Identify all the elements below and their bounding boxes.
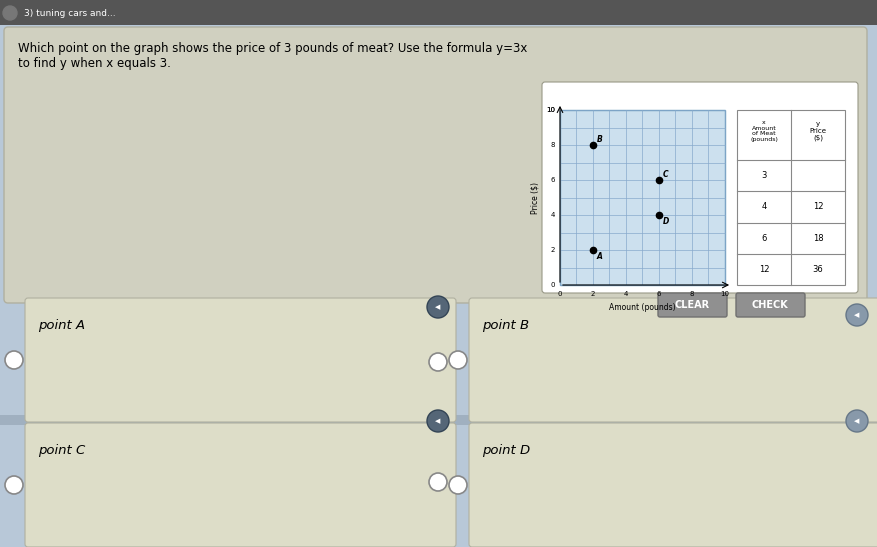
Circle shape bbox=[845, 410, 867, 432]
Bar bbox=[0, 415, 877, 425]
Text: 0: 0 bbox=[550, 282, 554, 288]
Text: 4: 4 bbox=[760, 202, 766, 211]
Text: 3) tuning cars and...: 3) tuning cars and... bbox=[24, 9, 116, 18]
Circle shape bbox=[448, 476, 467, 494]
Circle shape bbox=[5, 476, 23, 494]
Circle shape bbox=[3, 6, 17, 20]
Circle shape bbox=[5, 351, 23, 369]
Text: ◀: ◀ bbox=[853, 418, 859, 424]
Text: 0: 0 bbox=[557, 291, 561, 297]
Text: 6: 6 bbox=[550, 177, 554, 183]
Text: 12: 12 bbox=[812, 202, 823, 211]
Text: CLEAR: CLEAR bbox=[674, 300, 709, 310]
Circle shape bbox=[426, 410, 448, 432]
Text: 10: 10 bbox=[720, 291, 729, 297]
Text: y
Price
($): y Price ($) bbox=[809, 121, 825, 141]
FancyBboxPatch shape bbox=[25, 423, 455, 547]
Text: C: C bbox=[662, 170, 668, 179]
Circle shape bbox=[845, 304, 867, 326]
Text: 10: 10 bbox=[545, 107, 554, 113]
Bar bbox=[560, 110, 724, 285]
FancyBboxPatch shape bbox=[657, 293, 726, 317]
Text: B: B bbox=[596, 135, 602, 144]
Text: x
Amount
of Meat
(pounds): x Amount of Meat (pounds) bbox=[749, 120, 777, 142]
Text: point B: point B bbox=[481, 319, 529, 332]
FancyBboxPatch shape bbox=[541, 82, 857, 293]
Bar bbox=[736, 110, 844, 285]
Text: 18: 18 bbox=[812, 234, 823, 243]
Text: 2: 2 bbox=[550, 247, 554, 253]
Text: 12: 12 bbox=[758, 265, 768, 274]
Text: Price ($): Price ($) bbox=[530, 182, 538, 213]
Text: A: A bbox=[596, 252, 602, 261]
Text: Amount (pounds): Amount (pounds) bbox=[609, 303, 675, 312]
FancyBboxPatch shape bbox=[4, 27, 866, 303]
Text: 4: 4 bbox=[550, 212, 554, 218]
Text: 6: 6 bbox=[760, 234, 766, 243]
Text: to find y when x equals 3.: to find y when x equals 3. bbox=[18, 57, 171, 70]
Text: CHECK: CHECK bbox=[751, 300, 788, 310]
Circle shape bbox=[429, 353, 446, 371]
Text: point D: point D bbox=[481, 444, 530, 457]
Text: point A: point A bbox=[38, 319, 85, 332]
Text: 36: 36 bbox=[812, 265, 823, 274]
Circle shape bbox=[429, 473, 446, 491]
Bar bbox=[431, 301, 445, 544]
Circle shape bbox=[426, 296, 448, 318]
Text: 6: 6 bbox=[656, 291, 660, 297]
FancyBboxPatch shape bbox=[468, 298, 877, 422]
Text: 4: 4 bbox=[623, 291, 627, 297]
Text: 8: 8 bbox=[689, 291, 694, 297]
Text: ◀: ◀ bbox=[435, 418, 440, 424]
FancyBboxPatch shape bbox=[468, 423, 877, 547]
Text: 8: 8 bbox=[550, 142, 554, 148]
FancyBboxPatch shape bbox=[735, 293, 804, 317]
Text: Which point on the graph shows the price of 3 pounds of meat? Use the formula y=: Which point on the graph shows the price… bbox=[18, 42, 527, 55]
Circle shape bbox=[448, 351, 467, 369]
Text: 10: 10 bbox=[545, 107, 554, 113]
Text: D: D bbox=[662, 217, 668, 226]
Bar bbox=[0, 0, 877, 25]
Text: 3: 3 bbox=[760, 171, 766, 180]
FancyBboxPatch shape bbox=[25, 298, 455, 422]
Text: point C: point C bbox=[38, 444, 85, 457]
Text: 2: 2 bbox=[590, 291, 595, 297]
Text: ◀: ◀ bbox=[853, 312, 859, 318]
Text: ◀: ◀ bbox=[435, 304, 440, 310]
